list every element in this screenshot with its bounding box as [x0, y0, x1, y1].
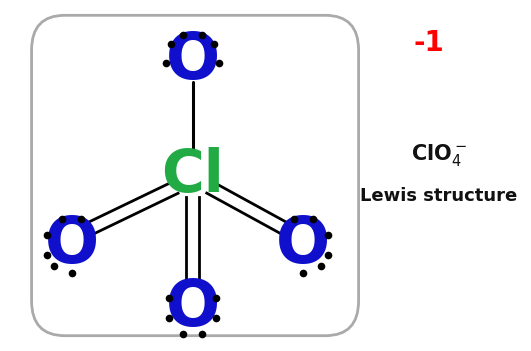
Text: O: O [166, 29, 220, 92]
Text: Cl: Cl [161, 147, 224, 204]
Text: Lewis structure: Lewis structure [361, 187, 518, 205]
Text: -1: -1 [414, 29, 444, 57]
Text: O: O [45, 214, 99, 276]
Text: ClO$_4^-$: ClO$_4^-$ [411, 141, 467, 168]
Text: O: O [276, 214, 330, 276]
Text: O: O [166, 277, 220, 339]
